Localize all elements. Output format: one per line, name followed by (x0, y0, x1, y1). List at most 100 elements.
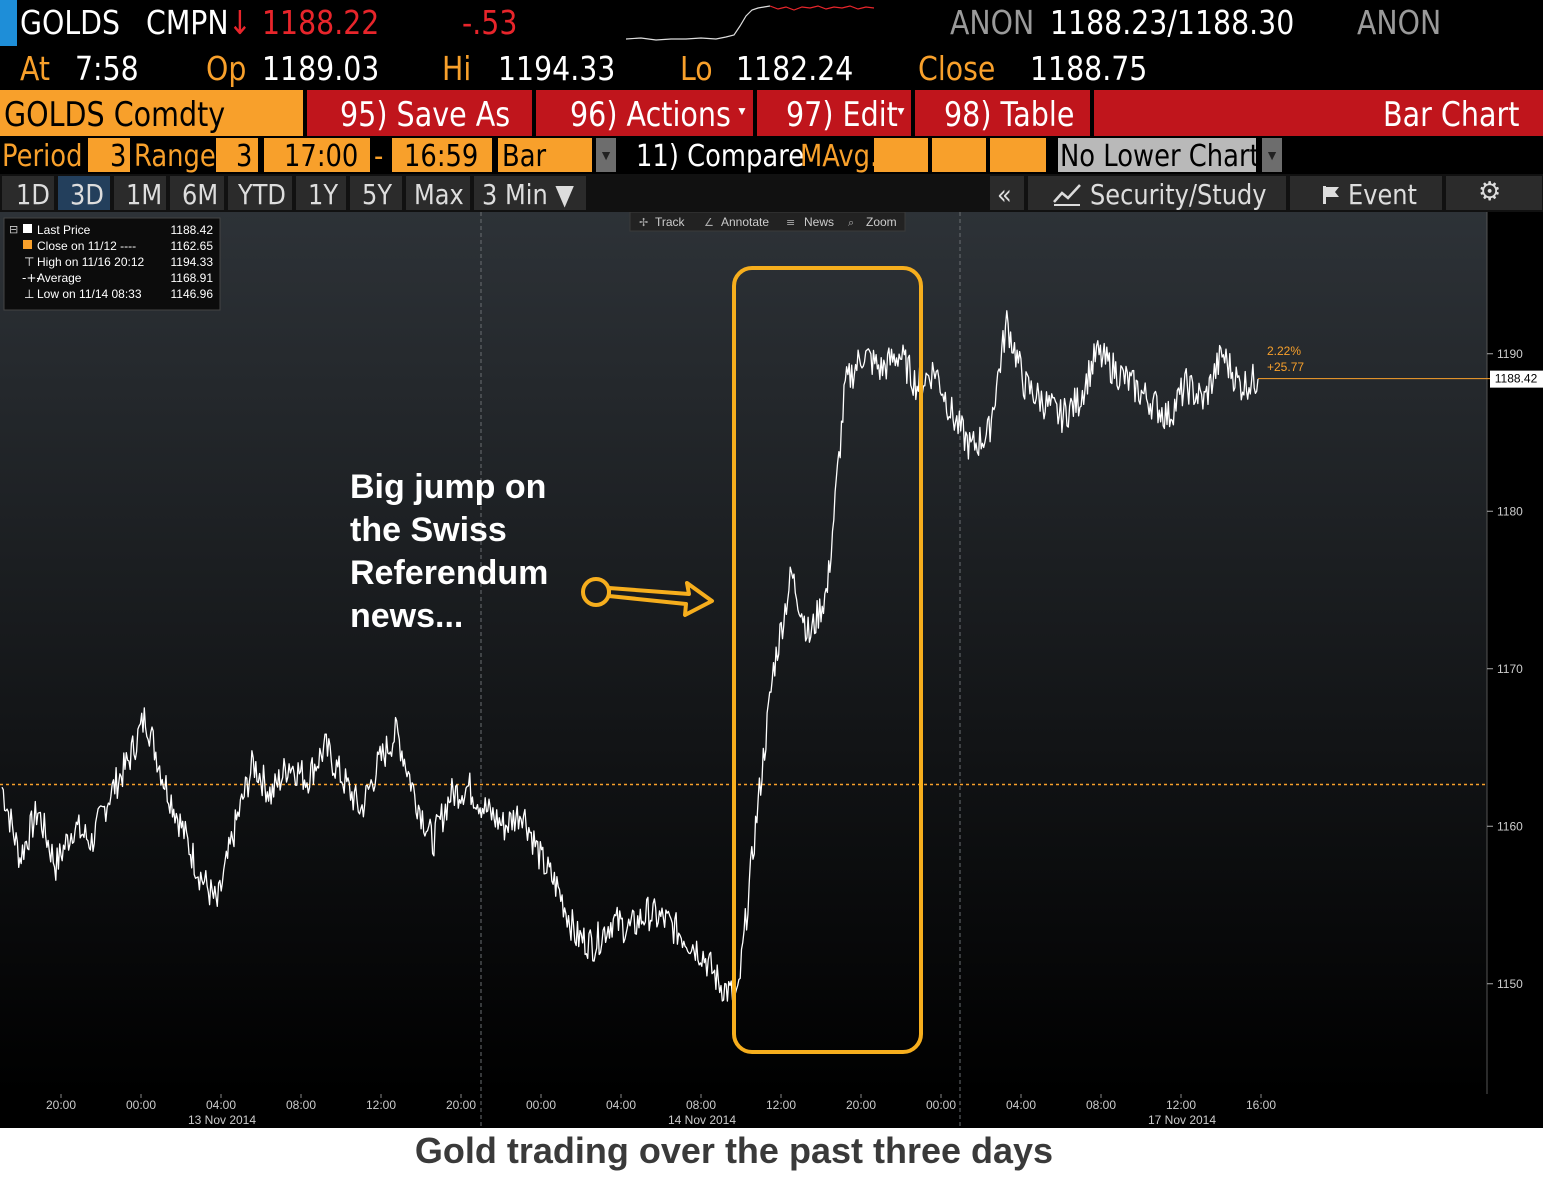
tab-6m[interactable]: 6M (170, 176, 224, 211)
security-box[interactable]: GOLDS Comdty (0, 90, 303, 136)
tab-ytd[interactable]: YTD (228, 176, 292, 211)
period-input[interactable]: 3 (88, 138, 130, 174)
annotation-line: the Swiss (350, 511, 507, 549)
menu-divider (753, 90, 757, 136)
settings-button[interactable]: ⚙ (1446, 176, 1542, 210)
annotation-text: Big jump on the Swiss Referendum news... (350, 468, 548, 635)
y-axis-ticks: 1150 1160 1170 1180 1190 (1487, 347, 1523, 991)
mavg-label[interactable]: MAvg. (800, 139, 879, 174)
tab-1m[interactable]: 1M (114, 176, 166, 211)
actions-menu[interactable]: 96) Actions (570, 95, 731, 135)
sparkline (626, 5, 875, 41)
x-tick-label: 12:00 (1166, 1098, 1196, 1112)
tab-5y[interactable]: 5Y (350, 176, 402, 211)
lower-chart-select[interactable]: No Lower Chart (1058, 138, 1260, 174)
legend-value: 1188.42 (171, 223, 214, 237)
event-button[interactable]: Event (1290, 176, 1442, 211)
end-time-input[interactable]: 16:59 (392, 138, 492, 174)
annotation-line: news... (350, 597, 463, 635)
end-time-value: 16:59 (404, 139, 479, 174)
chevron-down-icon: ▼ (895, 104, 907, 118)
mavg-slot-2[interactable] (932, 138, 986, 172)
annotation-line: Big jump on (350, 468, 546, 506)
save-as-button[interactable]: 95) Save As (340, 95, 511, 135)
mavg-slot-3[interactable] (990, 138, 1046, 172)
low-marker-icon: ⊥ (24, 287, 34, 301)
x-tick-label: 20:00 (446, 1098, 476, 1112)
menu-divider (911, 90, 915, 136)
legend[interactable]: ⊟ Last Price 1188.42 Close on 11/12 ----… (3, 217, 221, 311)
zoom-button[interactable]: Zoom (866, 215, 897, 229)
stats-bar: At 7:58 Op 1189.03 Hi 1194.33 Lo 1182.24… (0, 46, 1543, 90)
tab-label: 5Y (362, 178, 393, 211)
at-time: 7:58 (75, 49, 139, 88)
annotation-arrow (581, 577, 714, 617)
chevron-down-icon: ▼ (736, 104, 748, 118)
chevron-down-icon[interactable]: ▼ (596, 138, 616, 172)
security-study-button[interactable]: Security/Study (1028, 176, 1286, 211)
collapse-legend-icon[interactable]: ⊟ (9, 223, 18, 236)
compare-button[interactable]: 11) Compare (636, 139, 805, 174)
tab-1d[interactable]: 1D (2, 176, 54, 211)
price-chart[interactable]: 1150 1160 1170 1180 1190 20:00 00:00 04:00 08:0… (0, 211, 1543, 1128)
interval-select[interactable]: 3 Min ▼ (474, 176, 586, 211)
day-separators (480, 212, 961, 1128)
x-tick-label: 12:00 (366, 1098, 396, 1112)
bar-type-select[interactable]: Bar (498, 138, 592, 174)
collapse-button[interactable]: « (990, 176, 1024, 211)
legend-label: Last Price (37, 223, 91, 237)
tab-label: 1M (126, 178, 163, 211)
menu-divider (532, 90, 536, 136)
annotate-button[interactable]: Annotate (721, 215, 769, 229)
gear-icon: ⚙ (1478, 177, 1502, 207)
range-tabs: 1D 3D 1M 6M YTD 1Y 5Y Max 3 Min ▼ « Secu… (0, 174, 1543, 212)
menu-divider (1090, 90, 1094, 136)
open-label: Op (206, 49, 247, 88)
table-button[interactable]: 98) Table (944, 95, 1075, 135)
mavg-slot-1[interactable] (874, 138, 928, 172)
date-label: 17 Nov 2014 (1148, 1113, 1216, 1127)
x-tick-label: 08:00 (1086, 1098, 1116, 1112)
tab-1y[interactable]: 1Y (296, 176, 346, 211)
news-button[interactable]: News (804, 215, 834, 229)
security-label: GOLDS Comdty (4, 95, 226, 135)
menu-bar: GOLDS Comdty 95) Save As 96) Actions ▼ 9… (0, 90, 1543, 136)
x-tick-label: 04:00 (1006, 1098, 1036, 1112)
pricing-source[interactable]: CMPN (146, 3, 229, 42)
down-arrow-icon: ↓ (228, 3, 252, 42)
bid-source: ANON (950, 3, 1035, 42)
last-price-badge-text: 1188.42 (1495, 372, 1538, 386)
y-axis-panel (1487, 212, 1543, 1094)
date-label: 13 Nov 2014 (188, 1113, 256, 1127)
tab-max[interactable]: Max (406, 176, 470, 211)
range-input[interactable]: 3 (216, 138, 258, 174)
tab-3d[interactable]: 3D (58, 176, 110, 211)
bid-ask: 1188.23/1188.30 (1050, 3, 1295, 42)
highlight-box (732, 266, 923, 1054)
y-tick-label: 1170 (1497, 662, 1523, 676)
legend-value: 1194.33 (171, 255, 214, 269)
at-label: At (20, 49, 51, 88)
low-value: 1182.24 (736, 49, 854, 88)
chart-area[interactable]: 1150 1160 1170 1180 1190 20:00 00:00 04:00 08:0… (0, 211, 1543, 1128)
x-tick-label: 08:00 (686, 1098, 716, 1112)
x-tick-label: 04:00 (206, 1098, 236, 1112)
ticker-symbol[interactable]: GOLDS (20, 3, 121, 42)
crosshair-icon: ✢ (639, 216, 648, 229)
chevron-down-icon[interactable]: ▼ (1262, 138, 1282, 172)
legend-value: 1162.65 (171, 239, 214, 253)
x-tick-label: 20:00 (846, 1098, 876, 1112)
tab-label: Max (414, 178, 464, 211)
x-tick-label: 08:00 (286, 1098, 316, 1112)
ticker-marker (0, 0, 17, 46)
chart-toolbar: ✢ Track ∠ Annotate ≡ News ⌕ Zoom (629, 211, 906, 232)
high-marker-icon: ⊤ (24, 255, 34, 269)
y-tick-label: 1190 (1497, 347, 1523, 361)
edit-menu[interactable]: 97) Edit (786, 95, 898, 135)
date-label: 14 Nov 2014 (668, 1113, 736, 1127)
start-time-input[interactable]: 17:00 (264, 138, 370, 174)
legend-value: 1146.96 (171, 287, 214, 301)
track-button[interactable]: Track (655, 215, 686, 229)
time-separator: - (374, 139, 384, 174)
range-value: 3 (236, 139, 253, 174)
